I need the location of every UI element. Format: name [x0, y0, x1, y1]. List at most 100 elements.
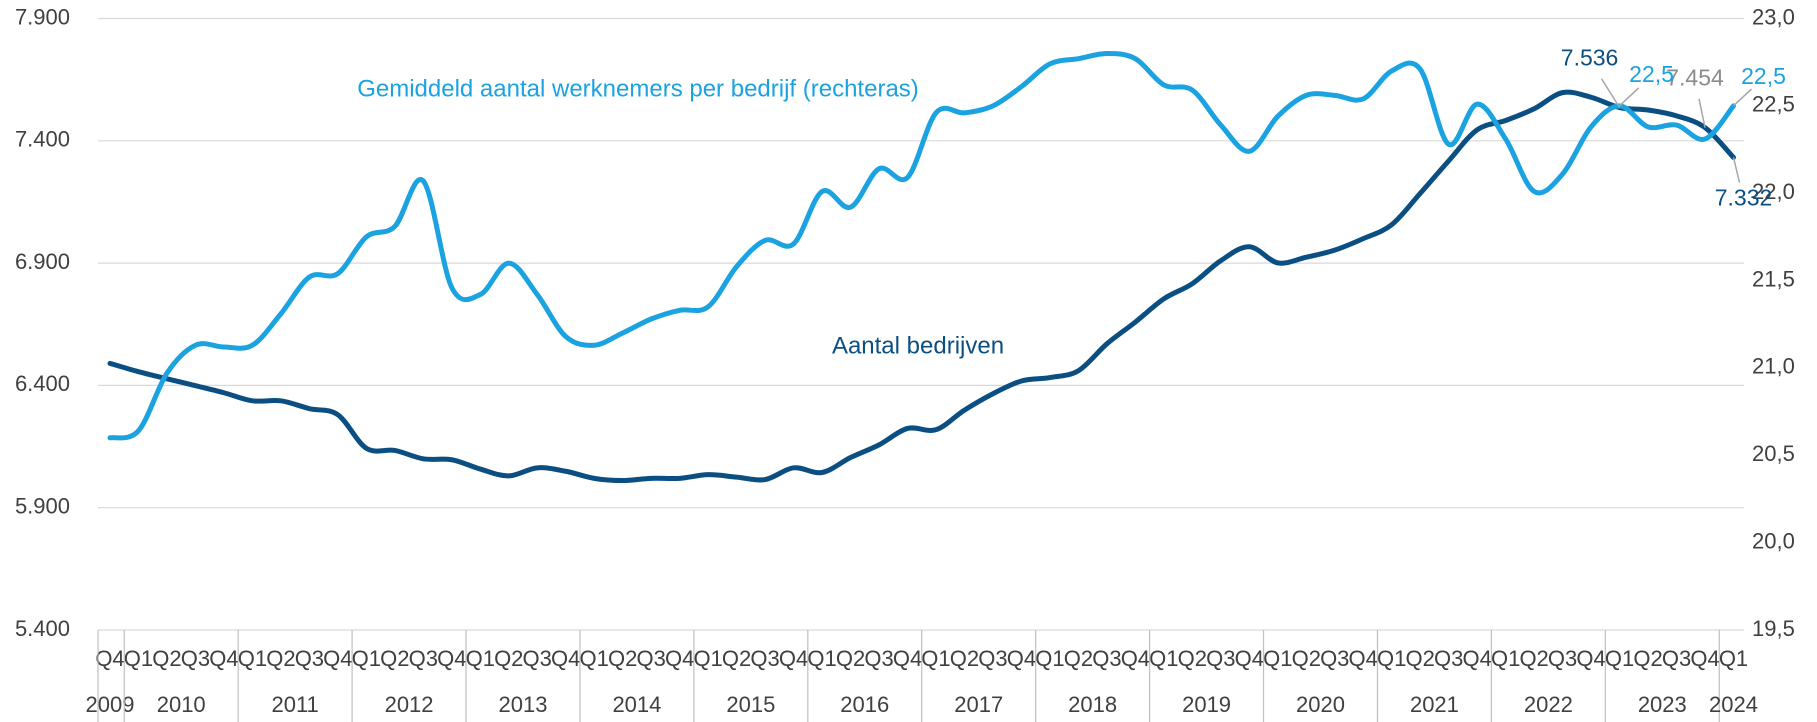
- year-label: 2018: [1068, 692, 1117, 717]
- x-tick-label: Q3: [1092, 646, 1121, 671]
- x-tick-label: Q2: [1292, 646, 1321, 671]
- x-tick-label: Q2: [1633, 646, 1662, 671]
- value-label: 22,5: [1741, 63, 1786, 89]
- x-tick-label: Q1: [1605, 646, 1634, 671]
- y2-tick-label: 21,5: [1752, 266, 1795, 291]
- year-label: 2022: [1524, 692, 1573, 717]
- y2-tick-label: 22,5: [1752, 92, 1795, 117]
- x-tick-label: Q3: [750, 646, 779, 671]
- x-tick-label: Q4: [437, 646, 466, 671]
- x-tick-label: Q1: [466, 646, 495, 671]
- year-label: 2013: [499, 692, 548, 717]
- x-tick-label: Q1: [807, 646, 836, 671]
- x-tick-label: Q4: [95, 646, 124, 671]
- x-tick-label: Q1: [352, 646, 381, 671]
- x-tick-label: Q1: [124, 646, 153, 671]
- y-tick-label: 5.900: [15, 494, 70, 519]
- x-tick-label: Q2: [950, 646, 979, 671]
- value-label: 7.454: [1666, 65, 1724, 91]
- x-tick-label: Q2: [1519, 646, 1548, 671]
- x-tick-label: Q1: [238, 646, 267, 671]
- year-label: 2012: [385, 692, 434, 717]
- line: [107, 50, 1736, 441]
- x-tick-label: Q4: [323, 646, 352, 671]
- year-label: 2020: [1296, 692, 1345, 717]
- x-tick-label: Q4: [209, 646, 238, 671]
- x-tick-label: Q1: [921, 646, 950, 671]
- x-tick-label: Q1: [1263, 646, 1292, 671]
- x-tick-label: Q1: [580, 646, 609, 671]
- y2-tick-label: 20,0: [1752, 528, 1795, 553]
- x-tick-label: Q2: [266, 646, 295, 671]
- x-tick-label: Q1: [1035, 646, 1064, 671]
- x-tick-label: Q3: [636, 646, 665, 671]
- x-tick-label: Q2: [836, 646, 865, 671]
- x-tick-label: Q4: [1121, 646, 1150, 671]
- x-tick-label: Q4: [893, 646, 922, 671]
- y2-tick-label: 21,0: [1752, 354, 1795, 379]
- year-label: 2009: [86, 692, 135, 717]
- x-tick-label: Q3: [978, 646, 1007, 671]
- leader-line: [1600, 78, 1621, 108]
- x-tick-label: Q3: [1320, 646, 1349, 671]
- x-tick-label: Q3: [523, 646, 552, 671]
- x-tick-label: Q2: [608, 646, 637, 671]
- y-tick-label: 6.900: [15, 249, 70, 274]
- x-tick-label: Q4: [1462, 646, 1491, 671]
- x-tick-label: Q4: [1235, 646, 1264, 671]
- y-tick-label: 7.400: [15, 127, 70, 152]
- x-tick-label: Q4: [665, 646, 694, 671]
- y2-tick-label: 19,5: [1752, 616, 1795, 641]
- year-label: 2021: [1410, 692, 1459, 717]
- value-label: 22,5: [1629, 61, 1674, 87]
- x-tick-label: Q3: [295, 646, 324, 671]
- y-tick-label: 6.400: [15, 371, 70, 396]
- y2-tick-label: 20,5: [1752, 441, 1795, 466]
- year-label: 2011: [271, 692, 318, 717]
- y2-tick-label: 22,0: [1752, 179, 1795, 204]
- year-label: 2024: [1709, 692, 1758, 717]
- x-tick-label: Q2: [1064, 646, 1093, 671]
- x-tick-label: Q4: [1349, 646, 1378, 671]
- year-label: 2010: [157, 692, 206, 717]
- x-tick-label: Q3: [1548, 646, 1577, 671]
- x-tick-label: Q1: [1149, 646, 1178, 671]
- year-label: 2019: [1182, 692, 1231, 717]
- x-tick-label: Q3: [409, 646, 438, 671]
- leader-line: [1732, 157, 1741, 183]
- line: [107, 89, 1736, 484]
- series-label: Aantal bedrijven: [832, 332, 1004, 359]
- y-tick-label: 7.900: [15, 4, 70, 29]
- year-label: 2017: [954, 692, 1003, 717]
- x-tick-label: Q3: [1434, 646, 1463, 671]
- x-tick-label: Q1: [693, 646, 722, 671]
- value-label: 7.536: [1561, 45, 1619, 71]
- year-label: 2014: [612, 692, 661, 717]
- value-label: 7.332: [1715, 185, 1773, 211]
- y-tick-label: 5.400: [15, 616, 70, 641]
- x-tick-label: Q4: [779, 646, 808, 671]
- x-tick-label: Q4: [1690, 646, 1719, 671]
- x-tick-label: Q4: [1576, 646, 1605, 671]
- x-tick-label: Q2: [380, 646, 409, 671]
- x-tick-label: Q3: [181, 646, 210, 671]
- x-tick-label: Q2: [494, 646, 523, 671]
- x-tick-label: Q4: [551, 646, 580, 671]
- leader-line: [1732, 88, 1753, 107]
- x-tick-label: Q1: [1719, 646, 1748, 671]
- x-tick-label: Q1: [1377, 646, 1406, 671]
- x-tick-label: Q3: [1206, 646, 1235, 671]
- x-tick-label: Q3: [1662, 646, 1691, 671]
- year-label: 2016: [840, 692, 889, 717]
- year-label: 2023: [1638, 692, 1687, 717]
- x-tick-label: Q2: [1406, 646, 1435, 671]
- x-tick-label: Q2: [152, 646, 181, 671]
- series-label: Gemiddeld aantal werknemers per bedrijf …: [357, 75, 919, 102]
- leader-line: [1619, 87, 1640, 107]
- x-tick-label: Q3: [864, 646, 893, 671]
- x-tick-label: Q2: [722, 646, 751, 671]
- leader-line: [1698, 98, 1706, 128]
- year-label: 2015: [726, 692, 775, 717]
- x-tick-label: Q2: [1178, 646, 1207, 671]
